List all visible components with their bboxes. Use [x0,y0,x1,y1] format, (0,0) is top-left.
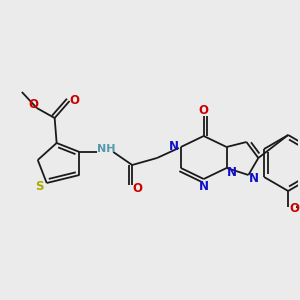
Text: O: O [289,202,299,214]
Text: O: O [29,98,39,112]
Text: O: O [199,104,209,118]
Text: NH: NH [97,144,116,154]
Text: N: N [199,179,209,193]
Text: O: O [132,182,142,196]
Text: N: N [169,140,179,154]
Text: N: N [248,172,258,185]
Text: S: S [35,179,44,193]
Text: O: O [70,94,80,106]
Text: N: N [226,167,236,179]
